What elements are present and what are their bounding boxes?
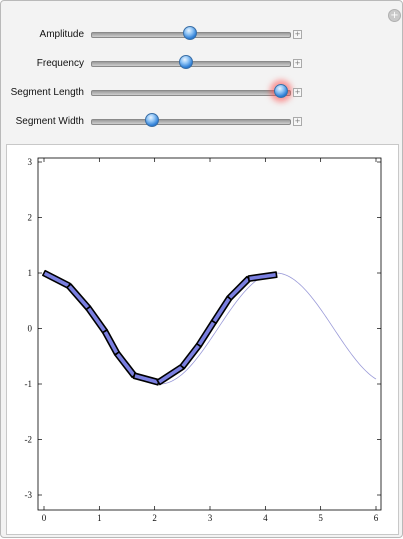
chain-segment [114, 351, 138, 379]
chain-segment [210, 295, 233, 325]
chain-segment [85, 305, 108, 334]
chain-segments [42, 269, 278, 386]
plot-panel: 0 1 2 3 4 5 6 -3 -2 -1 0 1 2 3 [6, 144, 399, 535]
segment-width-expand-icon[interactable]: + [293, 117, 302, 126]
segment-width-slider-thumb[interactable] [145, 113, 160, 127]
x-tick-label: 1 [97, 513, 102, 523]
chain-segment [195, 319, 217, 348]
chain-segment [132, 372, 161, 386]
x-tick-label: 3 [208, 513, 213, 523]
plot-svg: 0 1 2 3 4 5 6 -3 -2 -1 0 1 2 3 [25, 157, 382, 523]
segment-length-label: Segment Length [10, 87, 84, 98]
control-frequency: Frequency + [1, 53, 403, 75]
x-tick-label: 5 [318, 513, 323, 523]
x-tick-label: 4 [263, 513, 268, 523]
y-tick-label: -2 [25, 435, 33, 445]
chain-segment [101, 329, 121, 356]
control-amplitude: Amplitude + [1, 24, 403, 46]
segment-length-slider[interactable] [91, 90, 291, 96]
frequency-slider-thumb[interactable] [179, 55, 194, 69]
x-tick-label: 0 [42, 513, 47, 523]
segment-length-expand-icon[interactable]: + [293, 88, 302, 97]
chain-segment [226, 275, 252, 301]
amplitude-label: Amplitude [39, 29, 84, 40]
close-icon[interactable]: + [388, 9, 401, 22]
chain-segment [66, 283, 92, 311]
y-tick-label: 2 [28, 213, 33, 223]
chain-segment [247, 271, 278, 282]
y-tick-label: 0 [28, 324, 33, 334]
y-tick-label: 3 [28, 157, 33, 167]
plot-axes: 0 1 2 3 4 5 6 -3 -2 -1 0 1 2 3 [25, 157, 381, 523]
control-segment-length: Segment Length + [1, 82, 403, 104]
chain-segment [179, 342, 202, 370]
y-tick-label: -3 [25, 490, 33, 500]
y-tick-label: -1 [25, 379, 33, 389]
segment-width-slider[interactable] [91, 119, 291, 125]
y-tick-label: 1 [28, 268, 33, 278]
segment-width-label: Segment Width [15, 116, 84, 127]
frequency-expand-icon[interactable]: + [293, 59, 302, 68]
x-tick-label: 6 [374, 513, 379, 523]
amplitude-expand-icon[interactable]: + [293, 30, 302, 39]
amplitude-slider-thumb[interactable] [183, 26, 197, 40]
control-segment-width: Segment Width + [1, 111, 403, 133]
x-tick-label: 2 [152, 513, 157, 523]
plot-frame [37, 157, 382, 511]
segment-length-slider-thumb[interactable] [274, 84, 289, 98]
frequency-label: Frequency [36, 58, 84, 69]
chain-segment [42, 269, 71, 289]
